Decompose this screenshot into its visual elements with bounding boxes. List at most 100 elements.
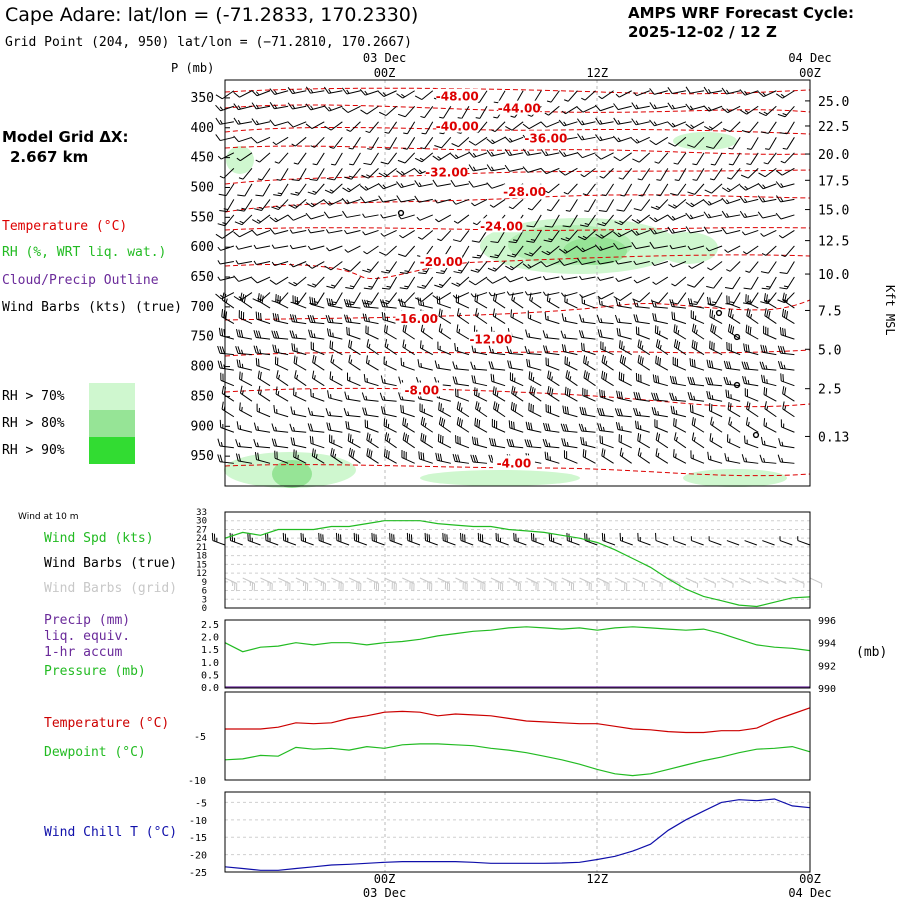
- barb-half-flag: [458, 328, 461, 334]
- wind-barb: [578, 423, 596, 433]
- barb-flag: [576, 106, 584, 113]
- wind-barb: [414, 195, 433, 203]
- barb-half-flag: [488, 292, 492, 297]
- barb-half-flag: [259, 390, 262, 395]
- barb-staff: [294, 136, 307, 147]
- barb-flag: [601, 448, 604, 456]
- precip-label: Precip (mm): [44, 613, 130, 628]
- barb-flag: [706, 359, 709, 368]
- barb-flag: [529, 385, 532, 394]
- barb-half-flag: [564, 316, 567, 322]
- barb-staff: [364, 381, 379, 387]
- precip-y-axis: 2.52.01.51.00.50.0: [201, 620, 219, 694]
- barb-staff: [708, 105, 723, 112]
- barb-flag: [223, 310, 226, 318]
- barb-flag: [434, 284, 442, 288]
- wind-barb: [287, 87, 307, 95]
- barb-half-flag: [744, 198, 748, 203]
- barb-half-flag: [671, 104, 675, 109]
- barb-staff: [690, 365, 705, 371]
- barb-half-flag: [745, 270, 750, 273]
- wind-barb: [491, 418, 506, 433]
- barb-half-flag: [492, 267, 497, 271]
- barb-flag: [269, 279, 277, 285]
- wind-barb: [703, 226, 723, 234]
- barb-flag: [561, 313, 565, 321]
- barb-staff: [653, 306, 668, 309]
- barb-staff: [238, 261, 253, 265]
- barb-flag: [273, 330, 277, 339]
- wind-barb: [348, 339, 361, 356]
- wind-barb: [492, 308, 506, 325]
- barb-flag: [691, 417, 694, 425]
- barb-half-flag: [530, 314, 532, 320]
- barb-flag: [741, 130, 750, 134]
- wind-barb: [685, 212, 705, 220]
- barb-flag: [613, 156, 621, 162]
- barb-flag: [272, 312, 275, 321]
- barb-flag: [455, 388, 457, 397]
- barb-staff: [581, 276, 596, 281]
- barb-flag: [649, 139, 657, 146]
- barb-staff: [230, 540, 243, 546]
- barb-flag: [631, 229, 637, 236]
- barb-half-flag: [744, 185, 749, 190]
- wind-barb: [255, 152, 271, 163]
- barb-flag: [620, 391, 624, 400]
- barb-staff: [563, 445, 578, 449]
- barb-half-flag: [762, 197, 766, 202]
- barb-flag: [550, 533, 553, 542]
- barb-staff: [564, 363, 578, 371]
- wind-barb: [633, 314, 650, 325]
- barb-half-flag: [312, 190, 317, 194]
- barb-half-flag: [633, 260, 637, 265]
- barb-staff: [456, 331, 470, 340]
- barb-flag: [275, 386, 278, 395]
- wind-barb: [329, 340, 343, 356]
- barb-flag: [643, 583, 646, 592]
- wind-barb: [739, 183, 759, 191]
- barb-flag: [506, 345, 510, 354]
- barb-flag: [375, 582, 378, 591]
- barb-flag: [396, 93, 404, 99]
- barb-half-flag: [506, 291, 510, 296]
- wind-barb: [341, 197, 361, 205]
- barb-flag: [257, 293, 260, 301]
- wind-barb: [239, 385, 253, 402]
- calm-marker: [733, 381, 741, 389]
- barb-staff: [352, 137, 361, 150]
- wind-barb: [456, 324, 470, 340]
- barb-flag: [284, 533, 287, 542]
- barb-flag: [710, 323, 713, 332]
- wind-barb: [455, 577, 468, 592]
- barb-flag: [271, 438, 275, 446]
- wind-barb: [380, 214, 397, 219]
- wind-barb: [578, 330, 596, 340]
- barb-half-flag: [329, 146, 334, 149]
- barb-flag: [454, 454, 458, 462]
- barb-half-flag: [587, 361, 589, 366]
- barb-half-flag: [496, 392, 499, 397]
- barb-flag: [601, 370, 604, 379]
- barb-staff: [219, 367, 234, 371]
- barb-flag: [673, 312, 676, 321]
- barb-half-flag: [452, 200, 457, 205]
- barb-flag: [522, 166, 529, 173]
- barb-half-flag: [689, 105, 694, 110]
- isotherm-minus4: [224, 464, 811, 477]
- barb-staff: [528, 261, 542, 269]
- wind-barb: [779, 121, 795, 135]
- barb-flag: [708, 391, 712, 400]
- barb-flag: [540, 168, 547, 175]
- barb-half-flag: [726, 108, 731, 112]
- wind-barb: [247, 532, 261, 546]
- barb-flag: [239, 292, 243, 301]
- wind-barb: [508, 230, 524, 244]
- wind-barb: [689, 358, 705, 371]
- wind-barb: [615, 298, 632, 309]
- barb-staff: [600, 292, 614, 300]
- barb-staff: [221, 316, 235, 325]
- barb-staff: [333, 137, 343, 149]
- barb-half-flag: [472, 152, 477, 157]
